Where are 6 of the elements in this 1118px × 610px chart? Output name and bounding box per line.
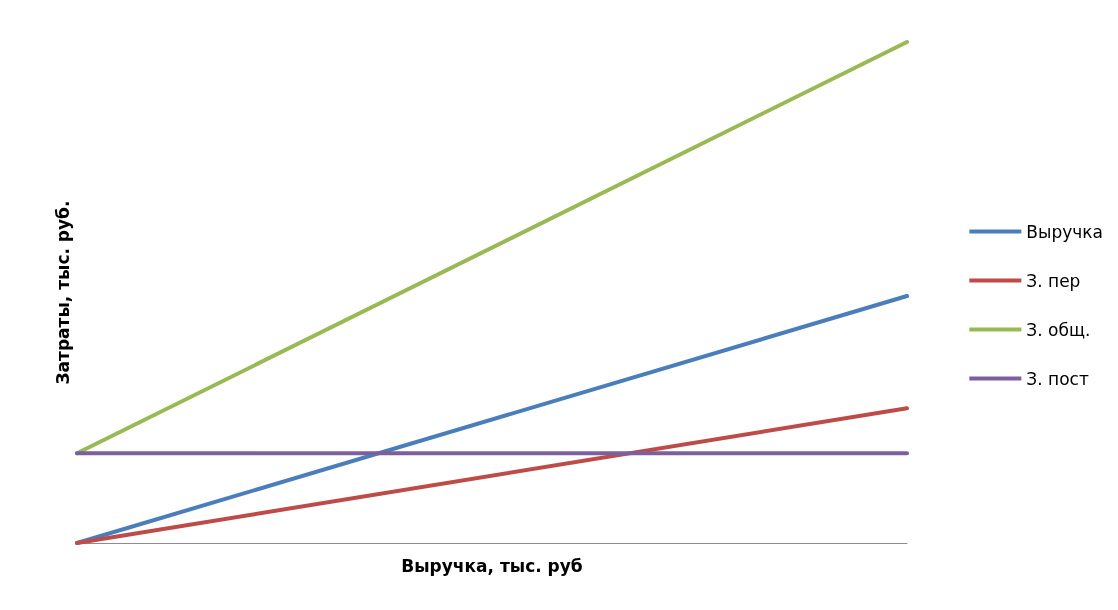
x-axis-title: Выручка, тыс. руб bbox=[401, 555, 583, 576]
legend-label: З. пост bbox=[1026, 368, 1089, 389]
legend-label: Выручка bbox=[1026, 221, 1104, 242]
legend-label: З. общ. bbox=[1026, 319, 1091, 340]
y-axis-title: Затраты, тыс. руб. bbox=[52, 200, 73, 385]
legend-label: З. пер bbox=[1026, 270, 1081, 291]
